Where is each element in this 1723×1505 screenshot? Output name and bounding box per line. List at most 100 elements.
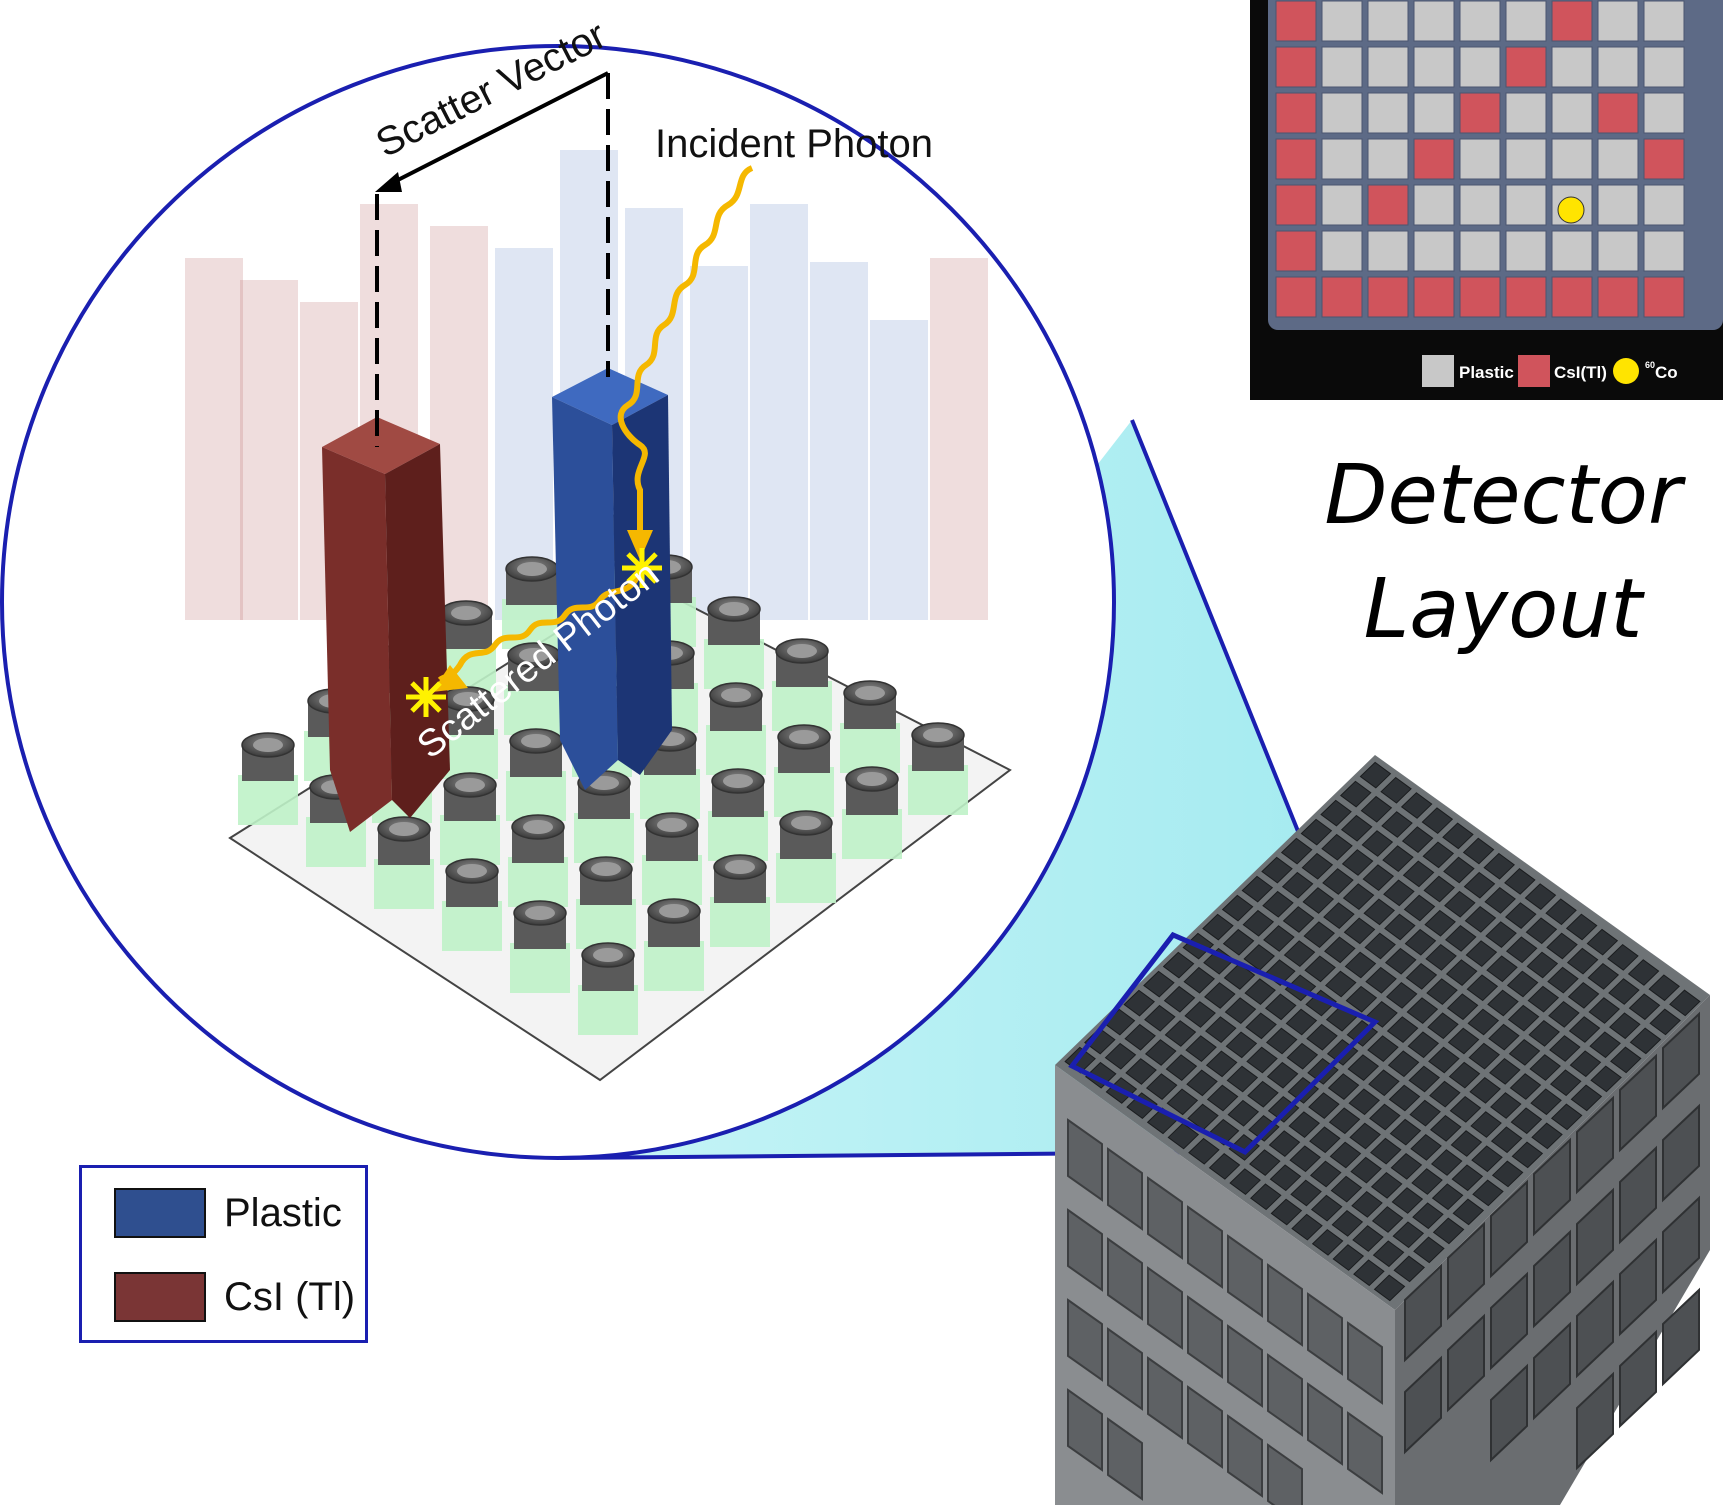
- cube-top-cell: [1649, 1008, 1681, 1036]
- cube-top-cell: [1249, 1149, 1281, 1176]
- cube-top-cell: [1609, 1012, 1641, 1040]
- cube-top-cell: [1310, 1160, 1342, 1188]
- cube-top-cell: [1425, 944, 1457, 971]
- cube-top-cell: [1353, 1259, 1385, 1287]
- cube-side-window: [1662, 1011, 1700, 1111]
- cube-side-window: [1576, 1095, 1614, 1195]
- cube-side-window: [1307, 1382, 1343, 1466]
- cube-top-cell: [1472, 1179, 1504, 1207]
- cube-top-cell: [1421, 807, 1454, 835]
- cube-top-cell: [1607, 943, 1639, 971]
- cube-top-cell: [1409, 1099, 1441, 1127]
- layout-cell: [1643, 92, 1685, 134]
- pmt-tube: [504, 642, 564, 735]
- cube-top-cell: [1227, 1099, 1260, 1127]
- pmt-tube: [510, 900, 570, 993]
- scatter-vector-arrow: [375, 71, 610, 447]
- cube-top-cell: [1508, 1038, 1541, 1066]
- layout-cell: [1413, 276, 1455, 318]
- cube-top-cell: [1340, 814, 1373, 842]
- cube-top-cell: [1586, 928, 1619, 956]
- cube-top-cell: [1323, 902, 1355, 930]
- cube-side-window: [1187, 1385, 1223, 1469]
- cube-side-window: [1533, 1137, 1571, 1237]
- cube-top-cell: [1550, 1103, 1583, 1131]
- cube-top-cell: [1429, 1080, 1461, 1108]
- cube-top-cell: [1486, 955, 1518, 983]
- cube-top-cell: [1507, 1004, 1540, 1032]
- cube-top-cell: [1431, 1183, 1464, 1211]
- cube-side-window: [1227, 1324, 1263, 1408]
- cube-top-cell: [1344, 951, 1377, 979]
- cube-top-cell: [1590, 1065, 1622, 1093]
- layout-cell: [1321, 276, 1363, 318]
- pmt-tube: [772, 638, 832, 731]
- cube-top-cell: [1308, 1092, 1340, 1119]
- layout-cell: [1597, 92, 1639, 134]
- cube-top-cell: [1451, 1164, 1484, 1192]
- cube-top-cell: [1243, 944, 1275, 971]
- cube-top-cell: [1450, 1130, 1483, 1157]
- layout-cell: [1505, 230, 1547, 272]
- cube-top-cell: [1470, 1111, 1502, 1138]
- cube-side-window: [1619, 1053, 1657, 1153]
- cube-top-cell: [1387, 1050, 1420, 1078]
- cube-side-window: [1662, 1287, 1700, 1387]
- cube-top-cell: [1359, 761, 1392, 789]
- cube-top-cell: [1125, 1058, 1157, 1085]
- layout-cell: [1367, 138, 1409, 180]
- cube-top-cell: [1341, 849, 1374, 876]
- cube-top-cell: [1467, 1008, 1500, 1036]
- cube-top-cell: [1400, 792, 1433, 819]
- cube-top-cell: [1381, 811, 1413, 838]
- cube-top-cell: [1241, 875, 1274, 903]
- pmt-tube: [708, 768, 768, 861]
- cube-top-cell: [1430, 1114, 1462, 1142]
- cube-top-cell: [1143, 970, 1175, 998]
- cube-top-cell: [1587, 962, 1620, 990]
- cube-top-cell: [1281, 871, 1314, 899]
- cube-top-cell: [1385, 982, 1418, 1009]
- cube-top-cell: [1285, 1008, 1318, 1036]
- cube-top-cell: [1610, 1046, 1642, 1074]
- cube-top-cell: [1373, 1274, 1406, 1302]
- cube-top-cell: [1250, 1183, 1282, 1211]
- cube-top-cell: [1401, 826, 1434, 854]
- cube-top-cell: [1310, 1194, 1343, 1222]
- pmt-tube: [578, 942, 638, 1035]
- cube-side-window: [1107, 1327, 1143, 1411]
- cube-top-cell: [1628, 993, 1661, 1021]
- cube-top-cell: [1504, 868, 1536, 895]
- cube-side-window: [1490, 1179, 1528, 1279]
- cube-side-window: [1227, 1234, 1263, 1318]
- cube-top-cell: [1490, 1126, 1523, 1154]
- cube-top-cell: [1406, 997, 1439, 1024]
- cube-top-cell: [1386, 1016, 1419, 1043]
- layout-cell: [1367, 0, 1409, 42]
- cube-top-cell: [1383, 879, 1415, 907]
- layout-cell: [1551, 92, 1593, 134]
- cube-top-cell: [1410, 1133, 1442, 1161]
- cube-side-window: [1067, 1388, 1103, 1472]
- cube-side-window: [1619, 1145, 1657, 1245]
- cube-top-cell: [1144, 1004, 1176, 1032]
- cube-top-cell: [1204, 982, 1236, 1009]
- cube-top-cell: [1343, 917, 1376, 945]
- cube-top-cell: [1490, 1092, 1522, 1119]
- cube-top-cell: [1430, 1149, 1463, 1176]
- layout-cell: [1367, 92, 1409, 134]
- cube-top-cell: [1505, 936, 1538, 964]
- layout-cell: [1505, 0, 1547, 42]
- cube-top-cell: [1528, 1019, 1560, 1047]
- cube-top-cell: [1245, 1012, 1277, 1040]
- cube-top-cell: [1262, 890, 1294, 918]
- cube-side-window: [1067, 1298, 1103, 1382]
- cube-top-cell: [1286, 1042, 1319, 1070]
- cube-top-cell: [1466, 974, 1499, 1002]
- cube-top-cell: [1448, 1061, 1481, 1089]
- cube-side-window: [1187, 1205, 1223, 1289]
- layout-cell: [1551, 46, 1593, 88]
- cube-top-cell: [1123, 989, 1155, 1017]
- pmt-tube: [506, 728, 566, 821]
- layout-cell: [1505, 92, 1547, 134]
